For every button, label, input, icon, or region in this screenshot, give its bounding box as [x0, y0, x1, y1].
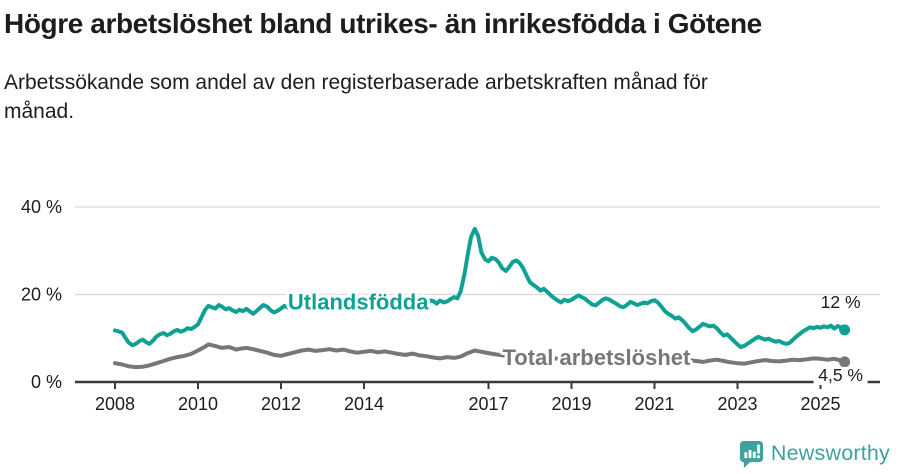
x-axis-tick-label: 2010	[178, 394, 218, 414]
series-line-1	[113, 342, 847, 370]
page-title: Högre arbetslöshet bland utrikes- än inr…	[4, 8, 762, 39]
x-axis-tick-label: 2017	[468, 394, 508, 414]
x-axis-tick-label: 2023	[717, 394, 757, 414]
chart: 0 % 20 % 40 % 2008 2010 2012 2014 2017 2019 2021 2…	[0, 190, 900, 435]
x-axis-tick-label: 2014	[344, 394, 384, 414]
series-end-value-label-0: 12 %	[821, 292, 861, 312]
series-end-dot-1	[839, 356, 851, 368]
series-end-dot-0	[839, 324, 851, 336]
x-axis-tick-label: 2025	[800, 394, 840, 414]
x-axis-tick-label: 2019	[551, 394, 591, 414]
series-inline-label-1: Total arbetslöshet	[502, 345, 691, 370]
x-axis-tick-label: 2012	[261, 394, 301, 414]
brand-name: Newsworthy	[770, 441, 890, 465]
end-label-backdrop-1	[813, 366, 868, 385]
x-axis-tick-label: 2021	[634, 394, 674, 414]
y-axis-tick-label: 20 %	[21, 285, 62, 305]
series-end-value-label-1: 4,5 %	[818, 365, 863, 385]
header: Högre arbetslöshet bland utrikes- än inr…	[4, 6, 864, 127]
x-axis-tick-label: 2008	[95, 394, 135, 414]
footer-brand: Newsworthy	[737, 438, 890, 469]
series-line-0	[113, 226, 847, 349]
chart-svg: 0 % 20 % 40 % 2008 2010 2012 2014 2017 2019 2021 2…	[21, 197, 880, 414]
page-subtitle: Arbetssökande som andel av den registerb…	[4, 70, 708, 123]
series-inline-label-0: Utlandsfödda	[288, 290, 429, 315]
y-axis-tick-label: 40 %	[21, 197, 62, 217]
bar-chart-speech-bubble-icon	[739, 440, 763, 468]
y-axis-tick-label: 0 %	[31, 372, 62, 392]
